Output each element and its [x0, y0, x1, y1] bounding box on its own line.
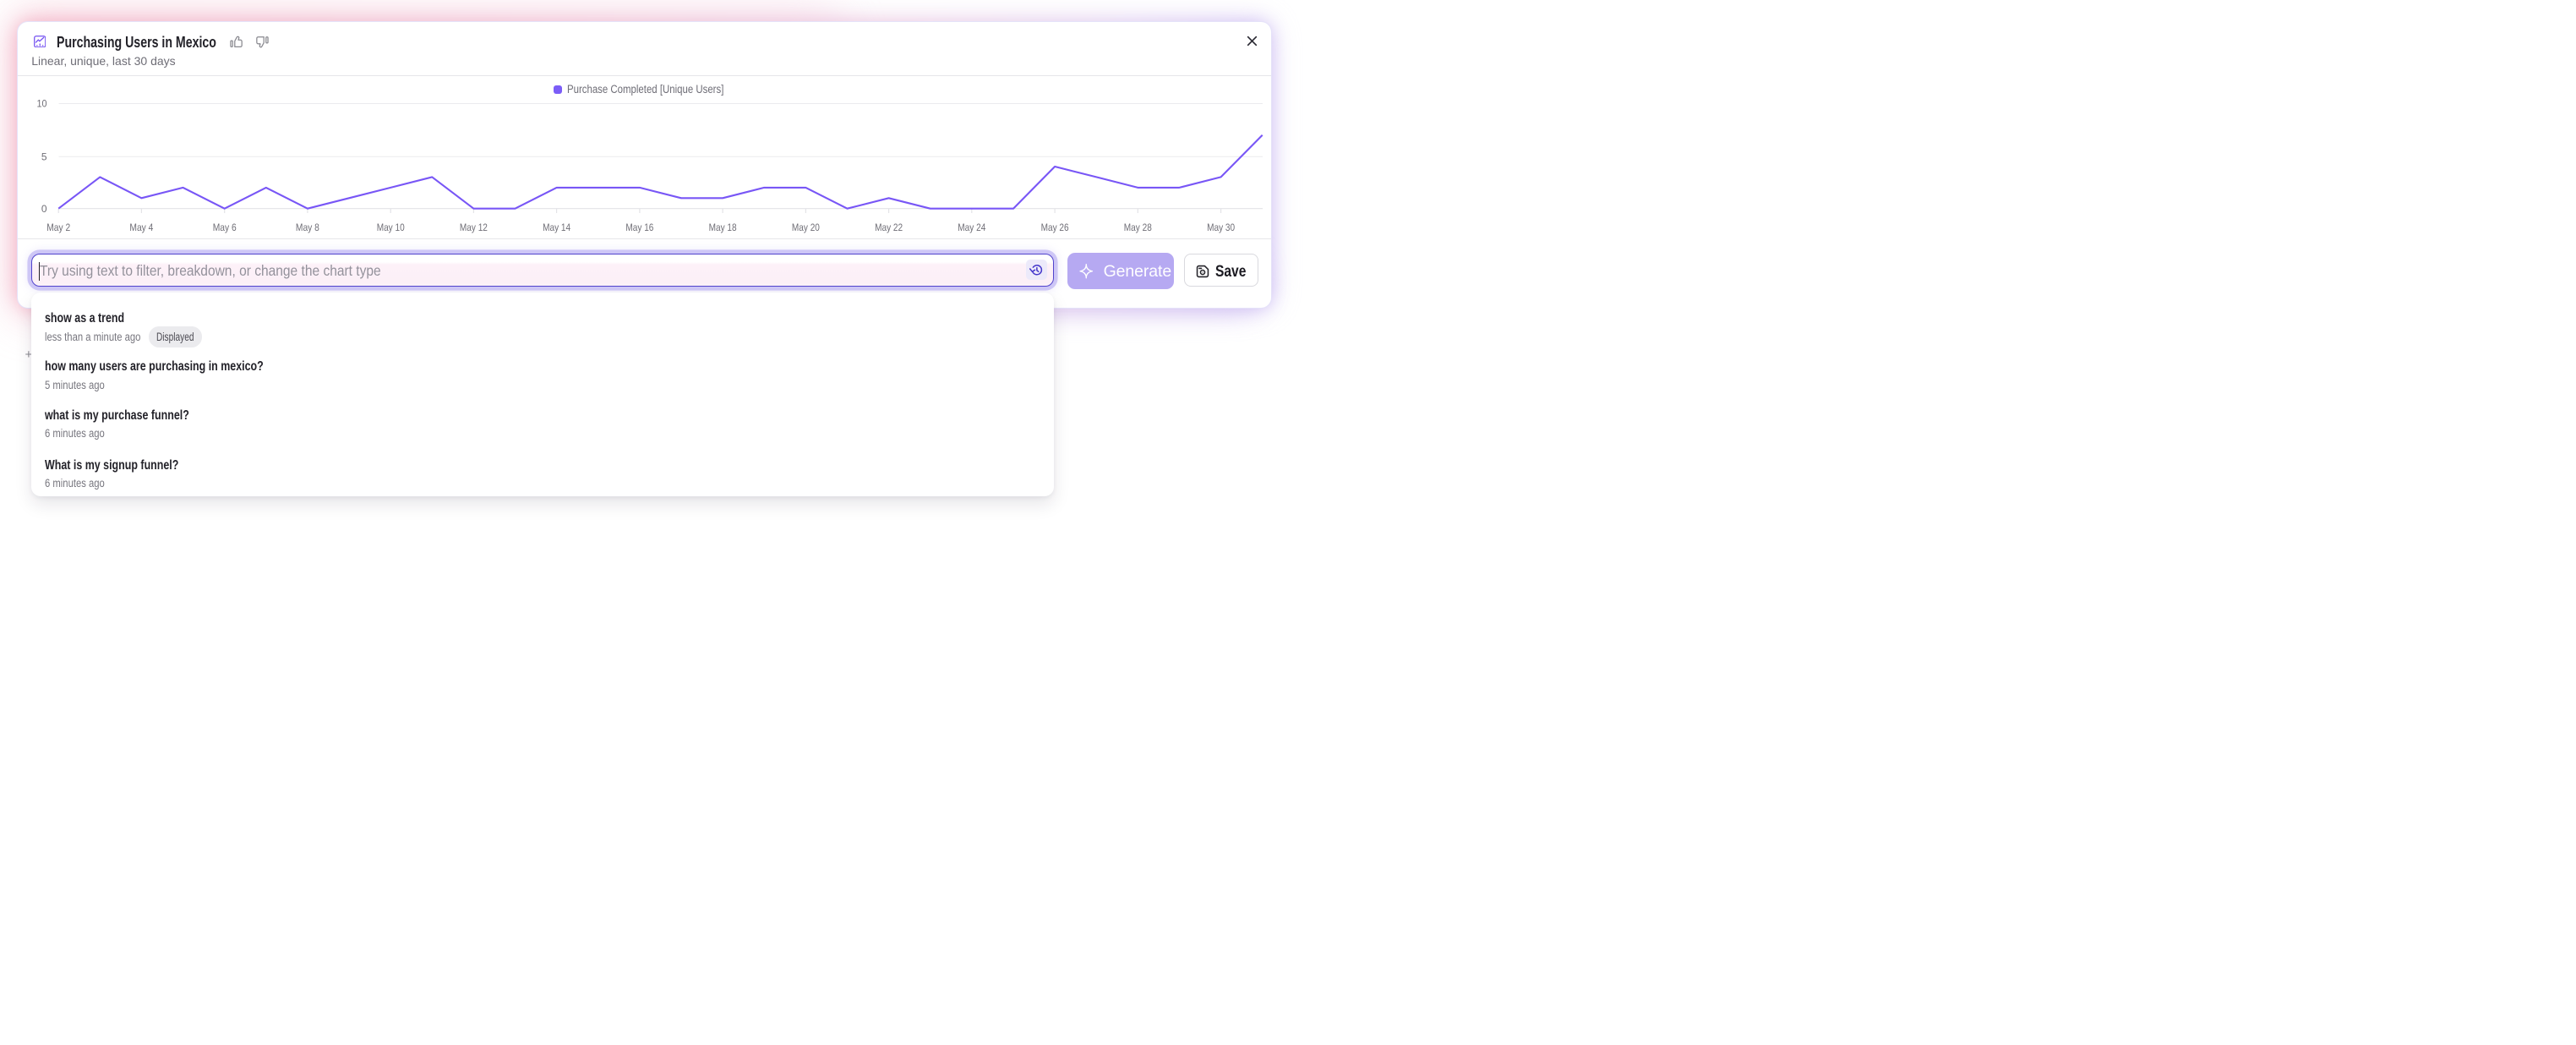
svg-text:May 24: May 24 — [958, 222, 985, 233]
svg-text:May 18: May 18 — [709, 222, 737, 233]
svg-text:May 16: May 16 — [625, 222, 653, 233]
svg-text:May 20: May 20 — [792, 222, 820, 233]
svg-text:May 2: May 2 — [46, 222, 70, 233]
svg-text:May 8: May 8 — [296, 222, 319, 233]
svg-text:May 28: May 28 — [1124, 222, 1152, 233]
svg-text:May 22: May 22 — [875, 222, 903, 233]
svg-text:May 4: May 4 — [129, 222, 153, 233]
svg-text:0: 0 — [41, 203, 47, 215]
svg-text:May 10: May 10 — [377, 222, 405, 233]
svg-text:May 30: May 30 — [1207, 222, 1235, 233]
svg-text:May 6: May 6 — [213, 222, 237, 233]
svg-text:10: 10 — [37, 98, 47, 110]
svg-text:May 14: May 14 — [543, 222, 570, 233]
svg-text:May 26: May 26 — [1041, 222, 1069, 233]
svg-text:May 12: May 12 — [460, 222, 488, 233]
svg-text:5: 5 — [41, 151, 47, 163]
